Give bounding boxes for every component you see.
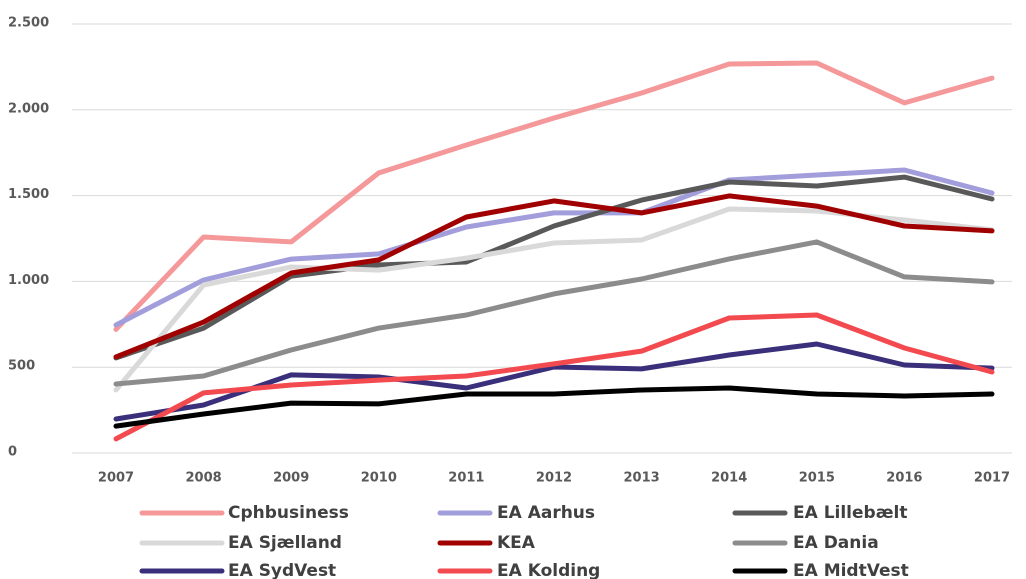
legend-label: Cphbusiness <box>228 503 349 523</box>
series-line <box>113 167 995 328</box>
x-tick-label: 2010 <box>361 471 397 486</box>
legend-label: EA Sjælland <box>228 533 342 553</box>
series-line <box>113 174 995 361</box>
series-line <box>113 193 995 360</box>
series-line <box>113 312 995 442</box>
y-tick-label: 1.500 <box>8 187 49 202</box>
y-tick-label: 2.000 <box>8 101 49 116</box>
legend-label: EA Kolding <box>497 561 600 579</box>
series-line <box>113 60 995 332</box>
series-line <box>113 341 995 422</box>
y-tick-label: 0 <box>8 445 17 460</box>
series-line <box>113 385 995 429</box>
legend-label: EA MidtVest <box>793 561 909 579</box>
x-tick-label: 2013 <box>624 471 660 486</box>
x-tick-label: 2007 <box>98 471 134 486</box>
series-line <box>113 239 995 387</box>
y-tick-label: 1.000 <box>8 273 49 288</box>
legend-label: EA Dania <box>793 533 879 553</box>
x-tick-label: 2009 <box>273 471 309 486</box>
y-tick-label: 2.500 <box>8 16 49 31</box>
x-tick-label: 2015 <box>799 471 835 486</box>
x-tick-label: 2017 <box>974 471 1010 486</box>
y-tick-label: 500 <box>8 359 35 374</box>
x-tick-label: 2011 <box>448 471 484 486</box>
x-tick-label: 2016 <box>886 471 922 486</box>
x-tick-label: 2014 <box>711 471 747 486</box>
x-tick-label: 2008 <box>186 471 222 486</box>
legend-label: EA SydVest <box>228 561 336 579</box>
legend-label: KEA <box>497 533 536 553</box>
x-tick-label: 2012 <box>536 471 572 486</box>
legend-label: EA Lillebælt <box>793 503 907 523</box>
legend-label: EA Aarhus <box>497 503 595 523</box>
